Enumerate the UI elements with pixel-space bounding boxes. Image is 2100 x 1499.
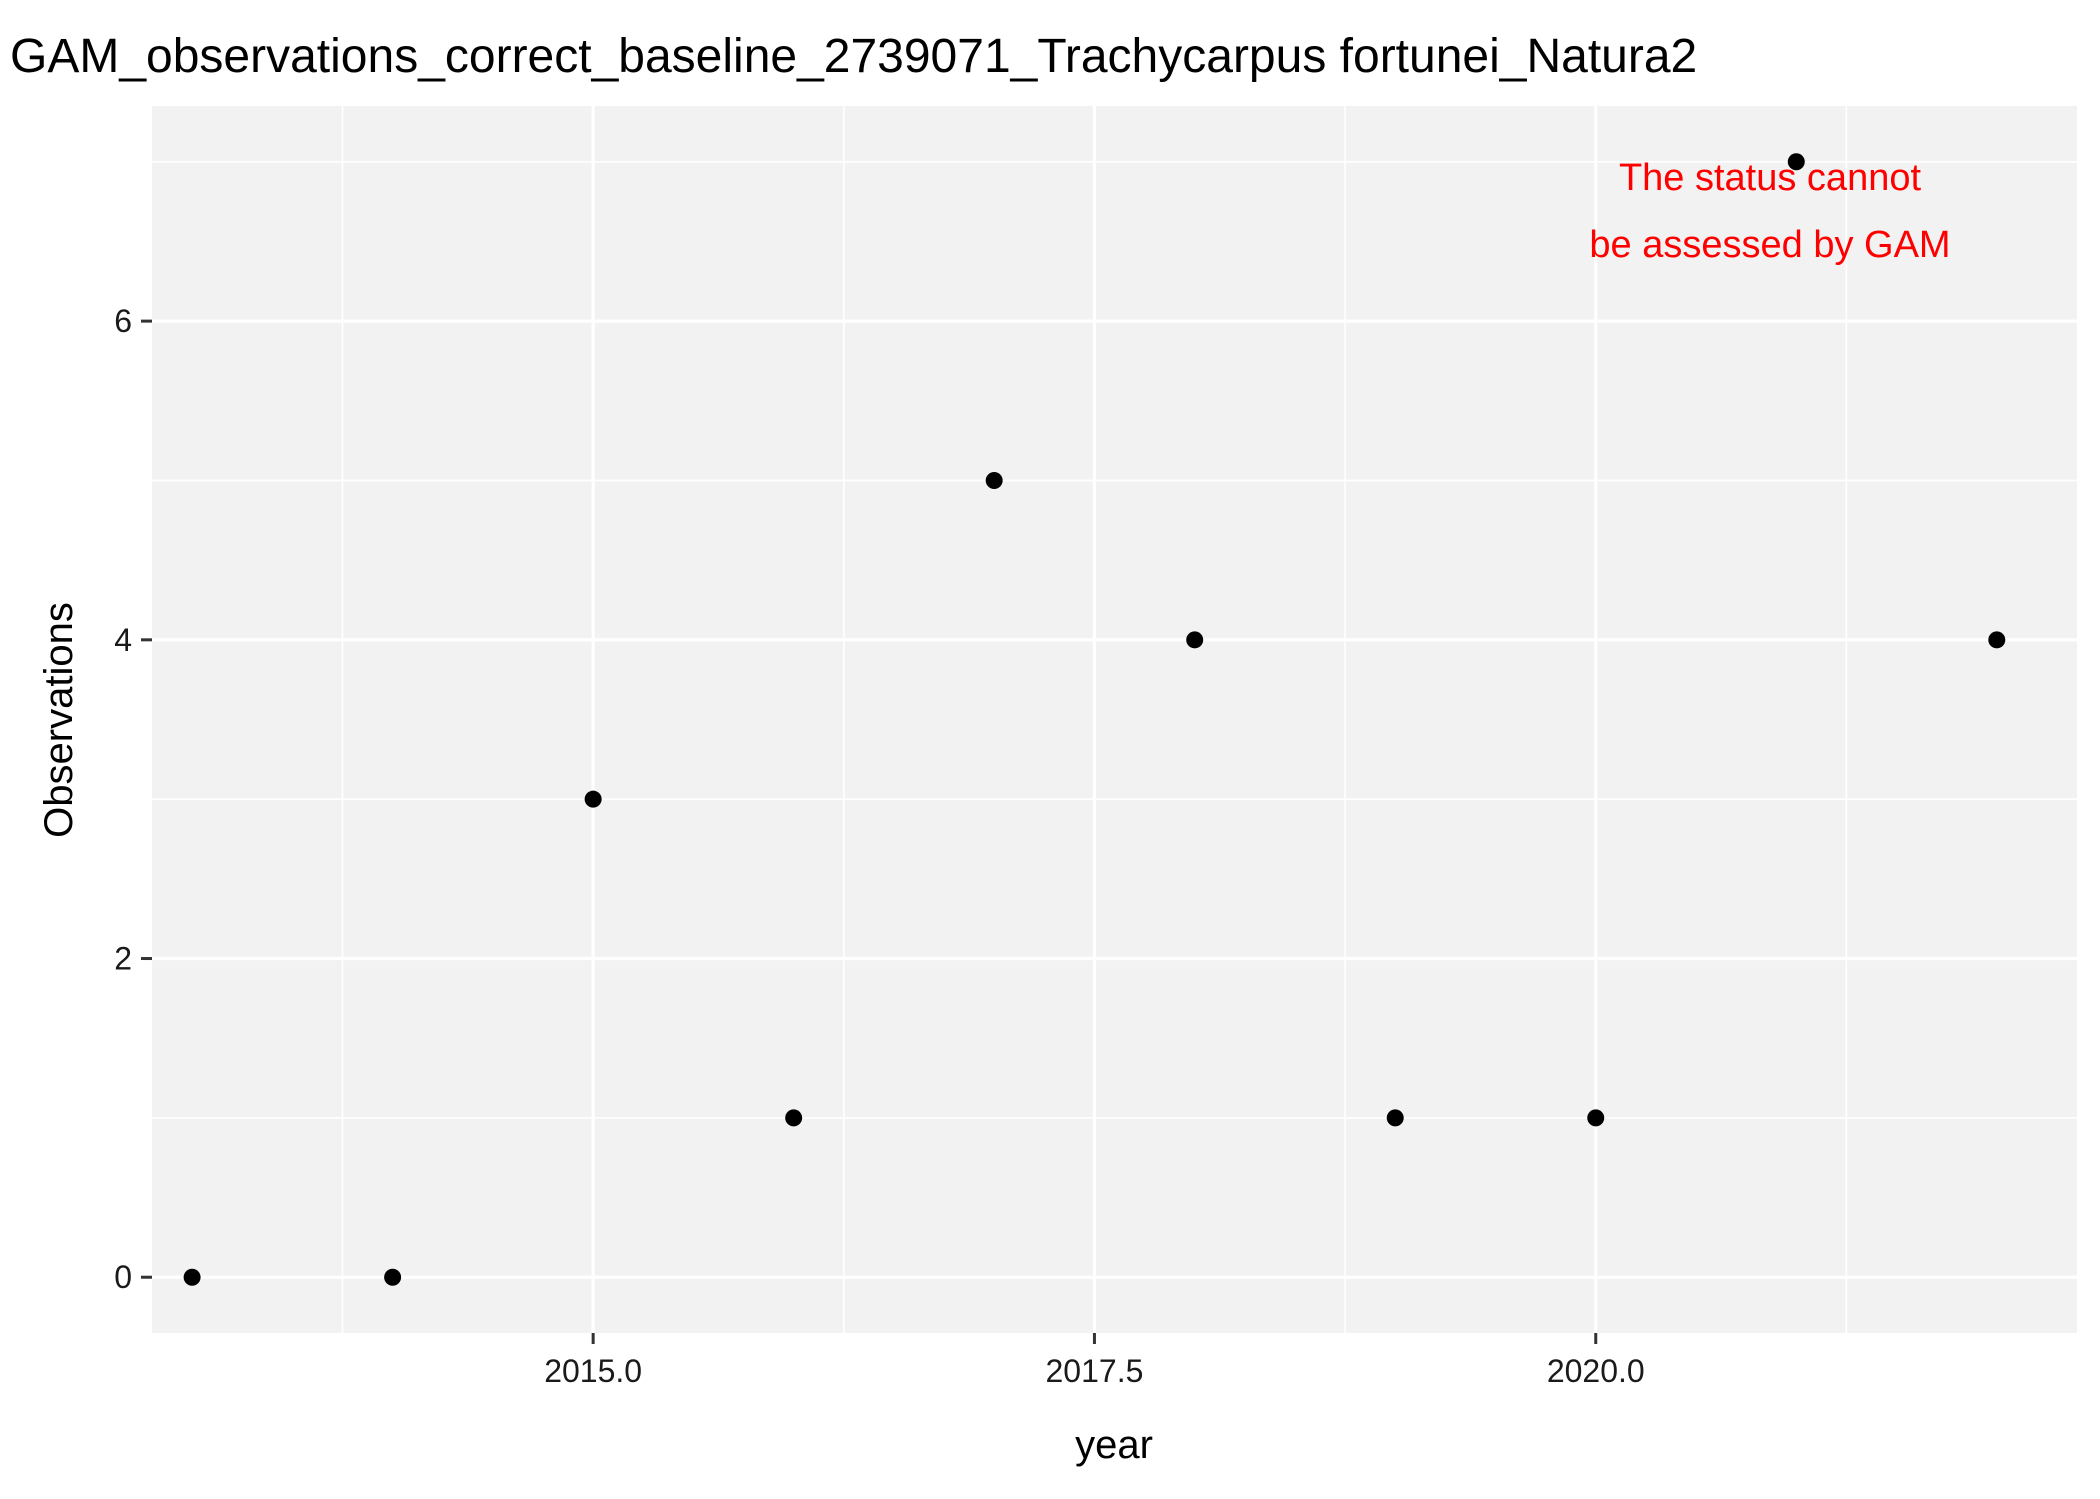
y-tick-label: 4 [114,622,132,658]
grid-lines [152,106,2077,1333]
data-point [785,1109,803,1127]
x-tick-label: 2020.0 [1547,1353,1645,1389]
annotation-line: be assessed by GAM [1589,224,1950,266]
chart-title: GAM_observations_correct_baseline_273907… [10,30,1697,83]
x-axis-title: year [1075,1423,1153,1467]
y-axis-title: Observations [37,602,81,838]
data-point [1787,153,1805,171]
annotation-line: The status cannot [1619,157,1922,199]
y-tick-label: 0 [114,1259,132,1295]
data-point [1988,631,2006,649]
y-tick-label: 2 [114,941,132,977]
data-point [985,471,1003,489]
data-point [384,1268,402,1286]
y-tick-label: 6 [114,303,132,339]
data-points [183,153,2006,1286]
data-point [183,1268,201,1286]
x-tick-label: 2015.0 [544,1353,642,1389]
data-point [584,790,602,808]
plot-panel [152,106,2077,1333]
axes: 2015.0 2017.5 2020.0 0 2 4 6 [114,303,1644,1389]
x-tick-label: 2017.5 [1046,1353,1144,1389]
status-annotation: The status cannot be assessed by GAM [1589,157,1950,266]
data-point [1186,631,1204,649]
data-point [1386,1109,1404,1127]
data-point [1587,1109,1605,1127]
